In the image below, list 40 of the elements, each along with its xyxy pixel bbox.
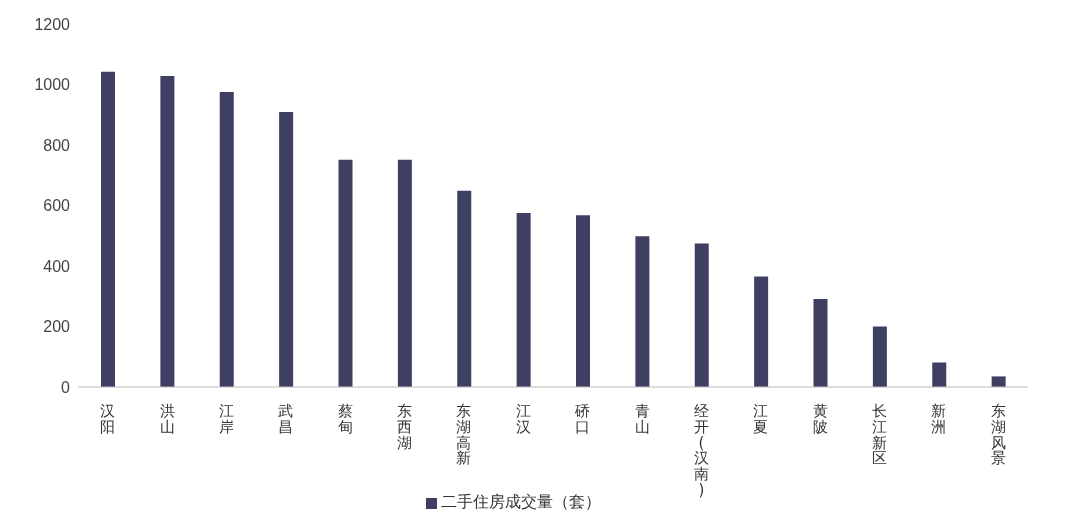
x-tick-label: 江夏 [753,402,769,436]
x-tick-label: 长江新区 [872,402,888,468]
bar [397,159,412,387]
bar [338,159,353,387]
x-tick-label: 汉阳 [100,402,116,436]
y-tick-label: 200 [43,318,71,336]
bar [160,76,175,387]
y-tick-label: 1200 [34,15,71,33]
bar [872,326,887,387]
x-tick-label: 洪山 [159,402,175,436]
x-tick-label: 新洲 [931,402,947,436]
bar [754,276,769,387]
y-tick-label: 600 [43,197,71,215]
bar [279,112,294,387]
y-tick-label: 1000 [34,76,71,94]
x-tick-label: 蔡甸 [337,402,353,436]
bar [991,376,1006,387]
x-tick-label: 硚口 [574,402,591,436]
x-tick-label: 江汉 [515,402,531,436]
x-tick-label: 青山 [634,402,650,436]
x-tick-label: 东西湖 [397,402,413,452]
x-tick-label: 东湖高新 [456,402,472,468]
x-tick-label: 黄陂 [812,402,828,436]
y-tick-label: 800 [43,136,71,154]
x-tick-label: 武昌 [278,402,294,436]
bar [101,71,115,387]
y-tick-label: 400 [43,257,71,275]
legend-label: 二手住房成交量（套） [440,493,601,510]
bar [457,190,472,387]
x-tick-label: 东湖风景 [990,402,1006,468]
y-tick-label: 0 [61,378,71,396]
x-tick-label: 江岸 [218,402,234,436]
bar [576,215,590,387]
bar [219,92,234,387]
bar [694,243,709,387]
bar [813,298,828,387]
bar [516,213,531,387]
bar [932,362,947,387]
bar [635,236,650,387]
x-tick-label: 经开(汉南) [693,402,709,499]
